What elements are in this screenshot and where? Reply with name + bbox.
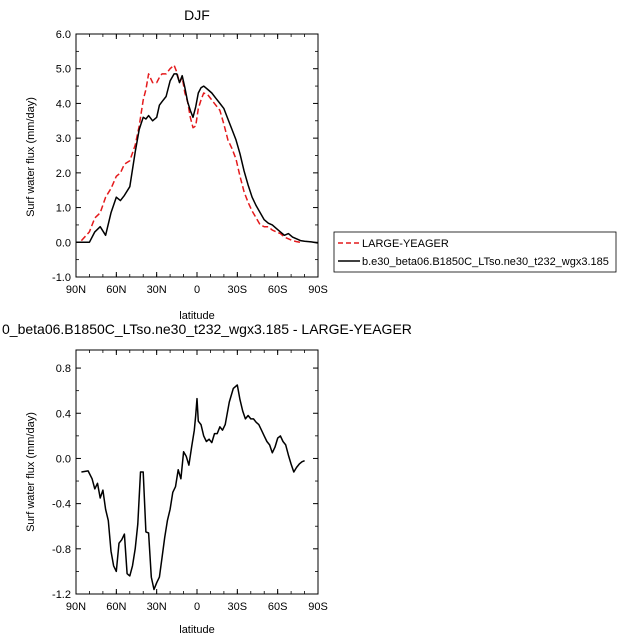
legend: LARGE-YEAGER b.e30_beta06.B1850C_LTso.ne… [333,231,617,273]
top-chart-title: DJF [184,7,210,23]
bottom-x-tick-label: 90N [66,601,86,613]
top-y-tick-label: 2.0 [56,168,71,180]
bottom-plot-area: 90N 60N 30N 0 30S 60S 90S -1.2 -0.8 -0.4 0.0 0.4 0.8 [52,349,328,613]
bottom-x-tick-label: 30S [228,601,248,613]
bottom-y-tick-label: 0.4 [56,408,71,420]
top-y-tick-label: 3.0 [56,133,71,145]
bottom-x-tick-label: 90S [308,601,328,613]
top-x-tick-label: 60N [106,284,126,296]
top-y-axis-label: Surf water flux (mm/day) [25,97,37,217]
top-plot-frame [75,33,319,278]
top-chart: DJF 90N 60N 30N 0 30S 60S 90S -1.0 0.0 1.0 2.0 3.0 4… [25,7,328,322]
bottom-x-tick-label: 60S [268,601,288,613]
top-plot-area: 90N 60N 30N 0 30S 60S 90S -1.0 0.0 1.0 2.0 3.0 4.0 5.… [52,29,328,296]
legend-label-large-yeager: LARGE-YEAGER [362,238,449,250]
bottom-y-tick-label: -0.4 [52,499,71,511]
top-x-tick-label: 90S [308,284,328,296]
top-y-tick-label: 6.0 [56,29,71,41]
top-x-axis-label: latitude [179,310,214,322]
top-y-tick-label: 1.0 [56,203,71,215]
bottom-y-tick-label: 0.8 [56,363,71,375]
bottom-x-axis-label: latitude [179,624,214,636]
top-series-line-0 [80,64,301,244]
bottom-y-tick-label: -1.2 [52,589,71,601]
bottom-y-tick-label: -0.8 [52,544,71,556]
bottom-x-tick-label: 30N [147,601,167,613]
bottom-x-tick-label: 0 [194,601,200,613]
bottom-y-axis-label: Surf water flux (mm/day) [25,412,37,532]
bottom-chart-title: 0_beta06.B1850C_LTso.ne30_t232_wgx3.185 … [2,321,412,337]
bottom-x-tick-label: 60N [106,601,126,613]
legend-label-model: b.e30_beta06.B1850C_LTso.ne30_t232_wgx3.… [362,256,609,268]
top-series-line-1 [76,73,319,244]
top-y-tick-label: 5.0 [56,64,71,76]
top-y-tick-label: -1.0 [52,272,71,284]
top-x-tick-label: 90N [66,284,86,296]
top-x-tick-label: 30N [147,284,167,296]
top-x-tick-label: 60S [268,284,288,296]
bottom-y-tick-label: 0.0 [56,453,71,465]
top-y-tick-label: 0.0 [56,237,71,249]
bottom-series-line-0 [81,384,305,591]
top-y-tick-label: 4.0 [56,98,71,110]
legend-box [333,231,617,273]
bottom-chart: 0_beta06.B1850C_LTso.ne30_t232_wgx3.185 … [2,321,412,636]
top-x-tick-label: 0 [194,284,200,296]
top-x-tick-label: 30S [228,284,248,296]
